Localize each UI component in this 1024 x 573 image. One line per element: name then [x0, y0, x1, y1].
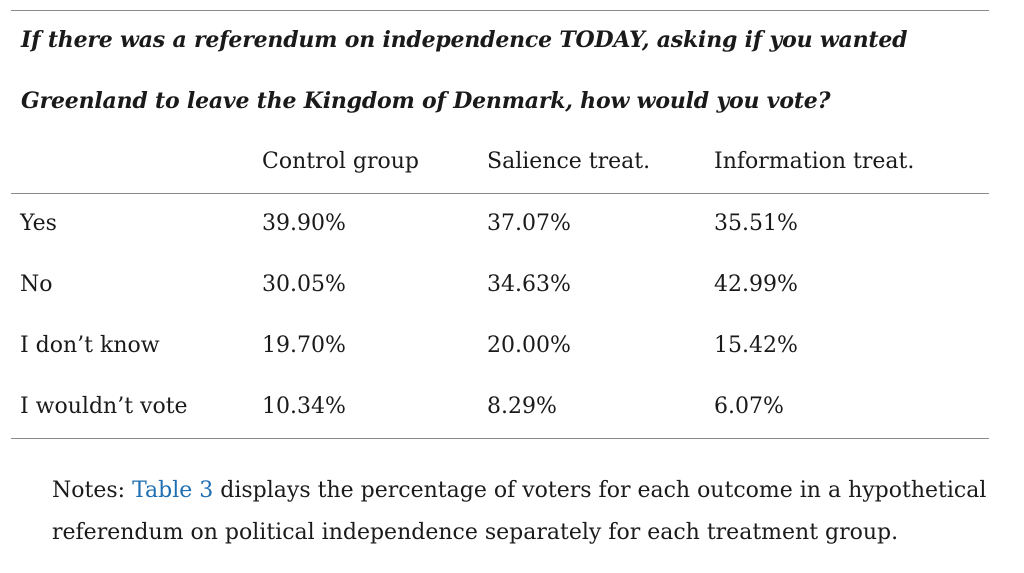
row-label-no: No [20, 272, 53, 297]
table-3-link[interactable]: Table 3 [132, 478, 214, 503]
cell-no-information: 42.99% [714, 272, 798, 297]
cell-dont-know-salience: 20.00% [487, 333, 571, 358]
cell-wouldnt-vote-information: 6.07% [714, 394, 784, 419]
table-header-rule [11, 193, 989, 194]
column-header-control: Control group [262, 149, 419, 174]
cell-dont-know-information: 15.42% [714, 333, 798, 358]
table-notes: Notes: Table 3 displays the percentage o… [52, 470, 992, 554]
table-title-line-2: Greenland to leave the Kingdom of Denmar… [21, 88, 831, 114]
cell-dont-know-control: 19.70% [262, 333, 346, 358]
notes-prefix: Notes: [52, 478, 133, 503]
row-label-yes: Yes [20, 211, 57, 236]
cell-yes-information: 35.51% [714, 211, 798, 236]
column-header-information: Information treat. [714, 149, 915, 174]
cell-no-control: 30.05% [262, 272, 346, 297]
column-header-salience: Salience treat. [487, 149, 651, 174]
notes-text: displays the percentage of voters for ea… [52, 478, 987, 545]
cell-yes-salience: 37.07% [487, 211, 571, 236]
table-title: If there was a referendum on independenc… [21, 10, 981, 132]
table-top-rule [11, 10, 989, 11]
row-label-wouldnt-vote: I wouldn’t vote [20, 394, 188, 419]
table-title-line-1: If there was a referendum on independenc… [21, 27, 908, 53]
row-label-dont-know: I don’t know [20, 333, 160, 358]
cell-wouldnt-vote-control: 10.34% [262, 394, 346, 419]
cell-wouldnt-vote-salience: 8.29% [487, 394, 557, 419]
cell-no-salience: 34.63% [487, 272, 571, 297]
table-bottom-rule [11, 438, 989, 439]
cell-yes-control: 39.90% [262, 211, 346, 236]
